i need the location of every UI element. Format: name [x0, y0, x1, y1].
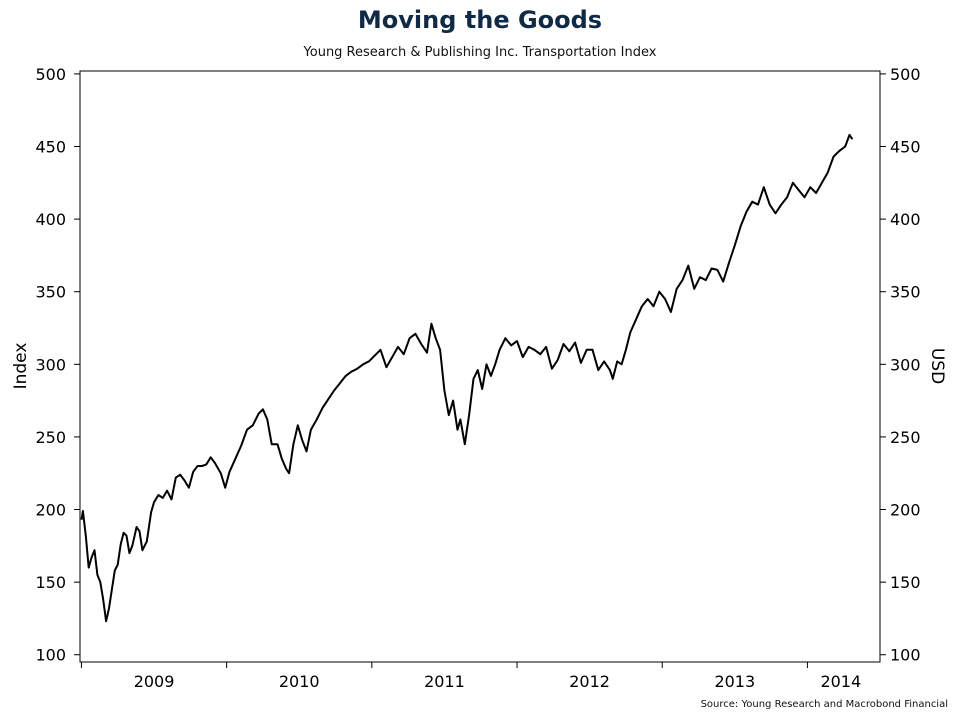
left-y-tick-label: 150	[35, 573, 66, 592]
right-y-tick-label: 300	[890, 355, 921, 374]
right-y-tick-label: 400	[890, 210, 921, 229]
right-y-tick-label: 150	[890, 573, 921, 592]
chart-subtitle: Young Research & Publishing Inc. Transpo…	[303, 45, 657, 60]
left-y-tick-label: 100	[35, 646, 66, 665]
x-tick-label: 2014	[820, 672, 861, 691]
x-axis: 2009 2010 2011 2012 2013 2014	[80, 662, 861, 691]
series-line	[80, 133, 854, 623]
left-y-tick-label: 500	[35, 65, 66, 84]
right-y-tick-label: 250	[890, 428, 921, 447]
left-y-tick-label: 250	[35, 428, 66, 447]
source-note: Source: Young Research and Macrobond Fin…	[700, 699, 948, 710]
x-tick-label: 2009	[134, 672, 175, 691]
left-y-tick-label: 450	[35, 138, 66, 157]
right-y-tick-label: 350	[890, 283, 921, 302]
x-tick-label: 2011	[424, 672, 465, 691]
x-tick-label: 2012	[569, 672, 610, 691]
y-axis-title-left: Index	[11, 343, 31, 390]
left-y-axis: 100 150 200 250 300 350 400 450 500	[35, 65, 80, 665]
chart-title: Moving the Goods	[357, 6, 603, 34]
left-y-tick-label: 300	[35, 355, 66, 374]
plot-frame	[79, 70, 881, 663]
right-y-tick-label: 100	[890, 646, 921, 665]
left-y-tick-label: 350	[35, 283, 66, 302]
y-axis-title-right: USD	[927, 348, 947, 384]
x-tick-label: 2010	[279, 672, 320, 691]
left-y-tick-label: 200	[35, 501, 66, 520]
left-y-tick-label: 400	[35, 210, 66, 229]
right-y-tick-label: 450	[890, 138, 921, 157]
right-y-tick-label: 500	[890, 65, 921, 84]
x-tick-label: 2013	[714, 672, 755, 691]
right-y-tick-label: 200	[890, 501, 921, 520]
right-y-axis: 100 150 200 250 300 350 400 450 500	[880, 65, 921, 665]
